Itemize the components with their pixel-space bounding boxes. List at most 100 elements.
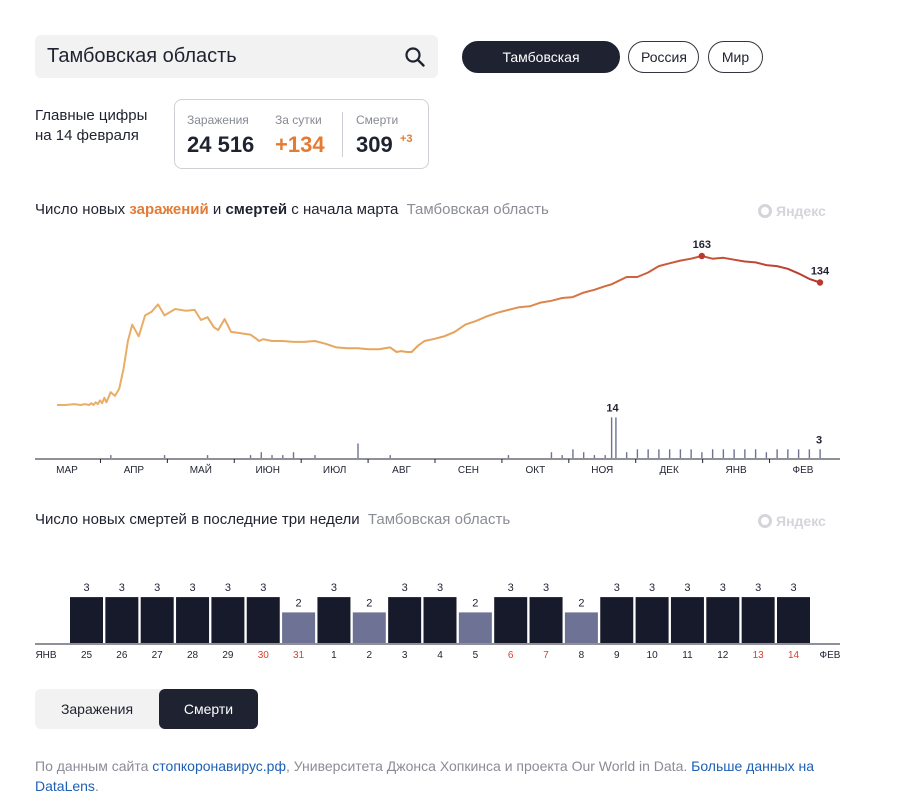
bar-value-label: 3 xyxy=(614,582,620,594)
death-bar xyxy=(206,455,209,458)
footer-text-2: , Университета Джонса Хопкинса и проекта… xyxy=(286,758,692,774)
x-tick-label: ЯНВ xyxy=(726,465,747,476)
line-annotation: 163 xyxy=(693,239,711,251)
footer-text-1: По данным сайта xyxy=(35,758,153,774)
bar-value-label: 3 xyxy=(331,582,337,594)
death-bar xyxy=(625,452,628,458)
day-label: 6 xyxy=(508,650,514,661)
daily-caption: За сутки xyxy=(275,113,322,127)
death-bar xyxy=(668,449,671,458)
x-tick-label: НОЯ xyxy=(591,465,613,476)
death-bar xyxy=(282,455,284,458)
deaths-bar xyxy=(670,597,704,643)
bar-value-label: 3 xyxy=(755,582,761,594)
stats-box: Заражения 24 516 За сутки +134 Смерти 30… xyxy=(174,99,429,169)
day-label: 10 xyxy=(647,650,659,661)
death-bar xyxy=(292,452,295,458)
death-bar xyxy=(550,452,553,458)
x-tick-label: ФЕВ xyxy=(793,465,814,476)
region-tambov-button[interactable]: Тамбовская область xyxy=(462,41,620,95)
chart1-title-infections: заражений xyxy=(129,201,209,218)
bar-value-label: 3 xyxy=(684,582,690,594)
death-bar xyxy=(647,449,649,458)
x-tick-label: СЕН xyxy=(458,465,479,476)
day-label: 13 xyxy=(753,650,765,661)
bar-value-label: 3 xyxy=(437,582,443,594)
day-label: 1 xyxy=(331,650,337,661)
death-bar xyxy=(249,455,252,458)
stopcoronavirus-link[interactable]: стопкоронавирус.рф xyxy=(152,758,286,774)
bar-value-label: 3 xyxy=(649,582,655,594)
x-tick-label: ОКТ xyxy=(526,465,546,476)
infections-total: 24 516 xyxy=(187,132,255,157)
death-bar xyxy=(808,449,811,458)
summary-heading: Главные цифры на 14 февраля xyxy=(35,106,165,146)
death-bar xyxy=(357,443,359,458)
death-bar xyxy=(711,449,714,458)
bar-value-label: 3 xyxy=(260,582,266,594)
deaths-annotation: 3 xyxy=(816,434,822,446)
deaths-bar xyxy=(564,612,598,643)
deaths-bar xyxy=(388,597,422,643)
month-end-label: ФЕВ xyxy=(820,650,841,661)
deaths-bar xyxy=(423,597,457,643)
search-icon[interactable] xyxy=(404,46,426,68)
deaths-bar xyxy=(635,597,669,643)
death-bar xyxy=(765,452,768,458)
deaths-bar xyxy=(70,597,103,643)
bar-value-label: 2 xyxy=(366,597,372,609)
yandex-watermark: Яндекс xyxy=(758,203,826,219)
deaths-bar xyxy=(529,597,563,643)
deaths-bar xyxy=(494,597,528,643)
chart1-title-part2: и xyxy=(208,201,226,218)
bar-value-label: 3 xyxy=(119,582,125,594)
deaths-bar xyxy=(600,597,634,643)
day-label: 28 xyxy=(187,650,199,661)
x-tick-label: АПР xyxy=(124,465,145,476)
day-label: 25 xyxy=(81,650,93,661)
summary-title-line1: Главные цифры xyxy=(35,107,148,124)
x-tick-label: АВГ xyxy=(392,465,411,476)
search-input[interactable]: Тамбовская область xyxy=(47,45,237,67)
region-world-button[interactable]: Мир xyxy=(708,41,763,73)
deaths-bar xyxy=(282,612,316,643)
deaths-toggle-button[interactable]: Смерти xyxy=(159,689,258,729)
datalens-link[interactable]: Больше данных на DataLens xyxy=(35,758,815,794)
bar-value-label: 3 xyxy=(225,582,231,594)
death-bar xyxy=(271,455,273,458)
death-bar xyxy=(314,455,316,458)
day-label: 4 xyxy=(437,650,443,661)
yandex-logo-icon xyxy=(758,204,772,218)
bar-value-label: 3 xyxy=(189,582,195,594)
deaths-annotation: 14 xyxy=(606,402,619,414)
chart1-title-part1: Число новых xyxy=(35,201,130,218)
day-label: 27 xyxy=(152,650,164,661)
death-bar xyxy=(582,452,585,458)
death-bar xyxy=(690,449,692,458)
bar-value-label: 3 xyxy=(790,582,796,594)
day-label: 12 xyxy=(717,650,729,661)
region-russia-button[interactable]: Россия xyxy=(628,41,699,73)
deaths-caption: Смерти xyxy=(356,113,399,127)
footer-text-3: . xyxy=(94,778,99,794)
deaths-delta: +3 xyxy=(400,133,413,145)
bar-value-label: 3 xyxy=(83,582,89,594)
deaths-bar xyxy=(140,597,174,643)
summary-title-line2: на 14 февраля xyxy=(35,127,139,144)
yandex-watermark-text: Яндекс xyxy=(776,513,826,529)
bar-value-label: 3 xyxy=(720,582,726,594)
day-label: 7 xyxy=(543,650,549,661)
bar-value-label: 3 xyxy=(543,582,549,594)
x-tick-label: ДЕК xyxy=(660,465,679,476)
chart1-title-deaths: смертей xyxy=(225,201,288,218)
day-label: 29 xyxy=(222,650,234,661)
infections-toggle-button[interactable]: Заражения xyxy=(60,701,134,717)
deaths-bar xyxy=(741,597,775,643)
deaths-bar xyxy=(246,597,280,643)
death-bar xyxy=(593,455,596,458)
search-box[interactable]: Тамбовская область xyxy=(35,35,438,78)
bar-value-label: 3 xyxy=(154,582,160,594)
death-bar xyxy=(110,455,112,458)
yandex-logo-icon xyxy=(758,514,772,528)
deaths-bar-chart: 3253263273283293302313122333425363728393… xyxy=(35,582,841,661)
